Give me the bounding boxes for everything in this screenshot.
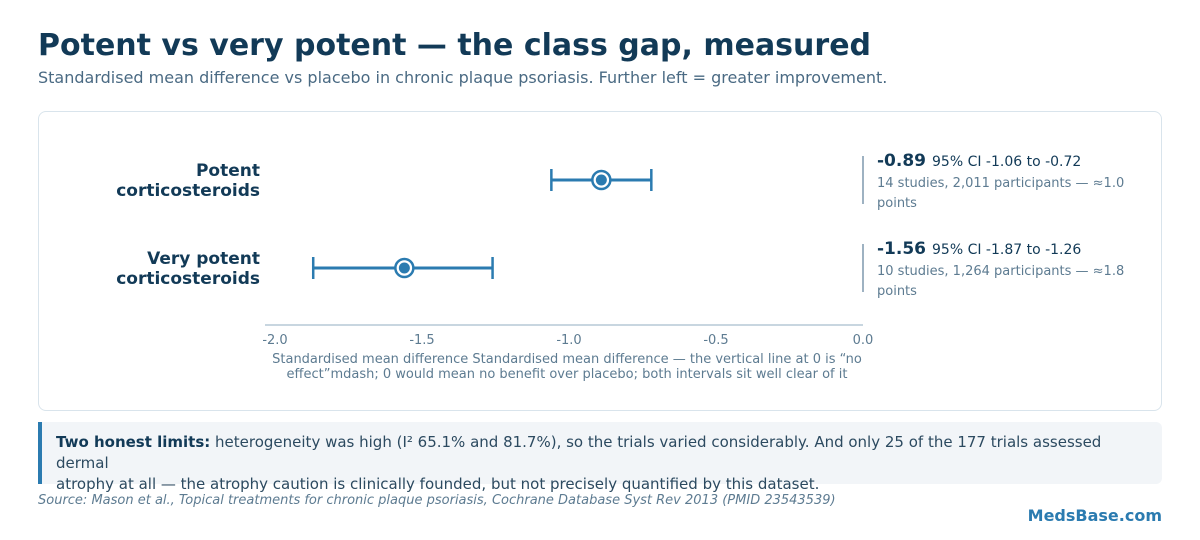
- estimate-value: -1.56: [877, 239, 926, 259]
- row-label-line1: Potent: [195, 161, 260, 181]
- x-tick-label: -1.0: [556, 333, 581, 348]
- row-label-line1: Very potent: [147, 249, 260, 269]
- page-subtitle: Standardised mean difference vs placebo …: [38, 68, 888, 87]
- page-title: Potent vs very potent — the class gap, m…: [38, 28, 872, 63]
- row-label-very-potent: Very potent corticosteroids: [0, 249, 260, 289]
- point-estimate: [595, 174, 607, 186]
- stat-block-potent: -0.89 95% CI -1.06 to -0.72 14 studies, 2…: [877, 150, 1147, 214]
- studies-summary-cont: points: [877, 196, 917, 211]
- chart-card: [38, 111, 1162, 411]
- x-tick-label: -0.5: [703, 333, 728, 348]
- studies-summary-cont: points: [877, 284, 917, 299]
- row-label-line2: corticosteroids: [116, 181, 260, 201]
- x-tick-label: -2.0: [262, 333, 287, 348]
- x-tick-label: 0.0: [853, 333, 874, 348]
- confidence-interval: 95% CI -1.06 to -0.72: [932, 154, 1082, 170]
- stat-block-very-potent: -1.56 95% CI -1.87 to -1.26 10 studies, 1…: [877, 238, 1147, 302]
- x-tick-label: -1.5: [409, 333, 434, 348]
- source-citation: Source: Mason et al., Topical treatments…: [38, 493, 836, 508]
- confidence-interval: 95% CI -1.87 to -1.26: [932, 242, 1082, 258]
- x-axis-title: Standardised mean difference Standardise…: [272, 352, 862, 382]
- studies-summary: 10 studies, 1,264 participants — ≈1.8: [877, 264, 1125, 279]
- row-label-line2: corticosteroids: [116, 269, 260, 289]
- note-text-cont: atrophy at all — the atrophy caution is …: [56, 475, 820, 493]
- limits-note: Two honest limits: heterogeneity was hig…: [38, 422, 1162, 493]
- point-estimate: [398, 262, 410, 274]
- row-label-potent: Potent corticosteroids: [0, 161, 260, 201]
- studies-summary: 14 studies, 2,011 participants — ≈1.0: [877, 176, 1125, 191]
- brand-logo[interactable]: MedsBase.com: [1027, 506, 1162, 525]
- note-lead: Two honest limits:: [56, 433, 211, 451]
- note-text: heterogeneity was high (I² 65.1% and 81.…: [56, 433, 1102, 472]
- estimate-value: -0.89: [877, 151, 926, 171]
